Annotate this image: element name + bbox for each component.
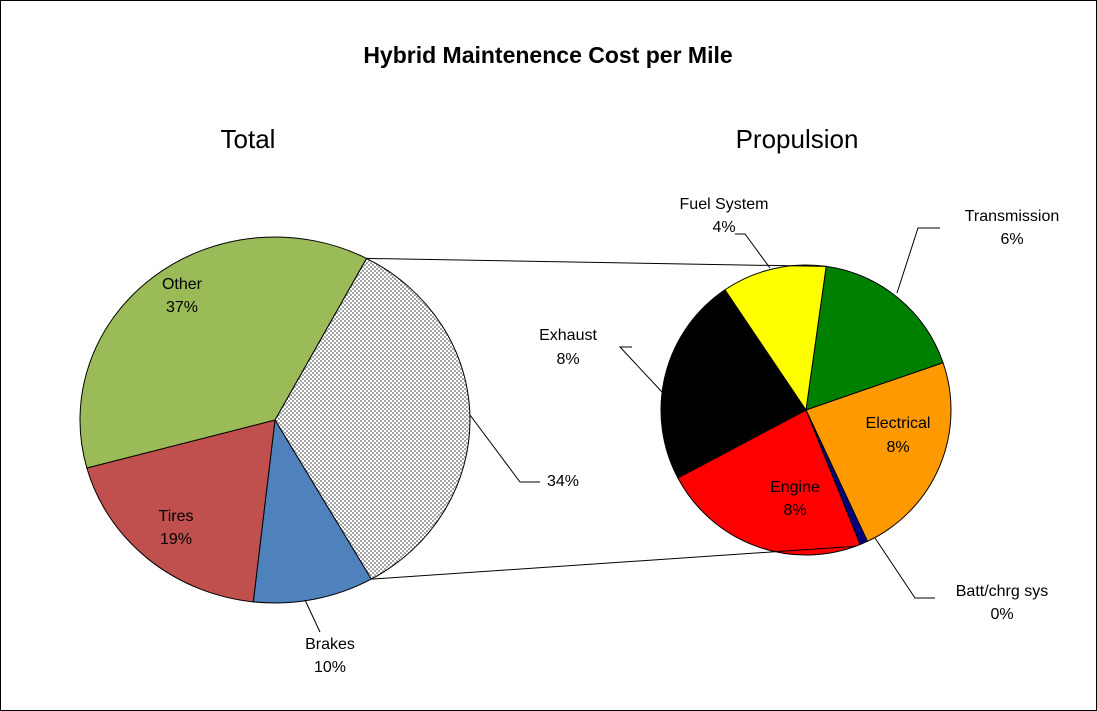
slice-label: Electrical (866, 415, 931, 432)
pie-slice (660, 289, 807, 479)
slice-value-label: 10% (314, 659, 346, 676)
pie-slice (677, 409, 861, 556)
chart-title: Hybrid Maintenence Cost per Mile (363, 42, 732, 68)
slice-value-label: 8% (556, 351, 579, 368)
slice-value-label: 4% (712, 219, 735, 236)
slice-label: Engine (770, 479, 820, 496)
slice-value-label: 6% (1000, 231, 1023, 248)
slice-value-label: 0% (990, 606, 1013, 623)
connector-line (371, 545, 856, 580)
leader-line (735, 233, 771, 269)
pie-title: Propulsion (736, 124, 859, 154)
pie-slice (79, 236, 368, 469)
pie-slice (86, 419, 276, 603)
pie-title: Total (221, 124, 276, 154)
slice-label: Fuel System (680, 196, 769, 213)
leader-line (874, 537, 935, 599)
leader-line (618, 346, 663, 393)
pie-slice (805, 362, 952, 543)
pie-slice (274, 257, 471, 580)
slice-label: Exhaust (539, 327, 597, 344)
slice-value-label: 8% (783, 502, 806, 519)
slice-value-label: 8% (886, 439, 909, 456)
leader-line (896, 227, 940, 294)
slice-value-label: 19% (160, 531, 192, 548)
leader-line (304, 599, 321, 633)
leader-line (469, 414, 540, 483)
slice-label: Transmission (965, 208, 1060, 225)
slice-value-label: 34% (547, 473, 579, 490)
pie-slice (252, 418, 373, 604)
slice-value-label: 37% (166, 299, 198, 316)
slice-label: Brakes (305, 636, 355, 653)
slice-label: Tires (159, 508, 194, 525)
slice-label: Batt/chrg sys (956, 583, 1048, 600)
connector-line (366, 257, 827, 267)
slice-label: Other (162, 276, 203, 293)
